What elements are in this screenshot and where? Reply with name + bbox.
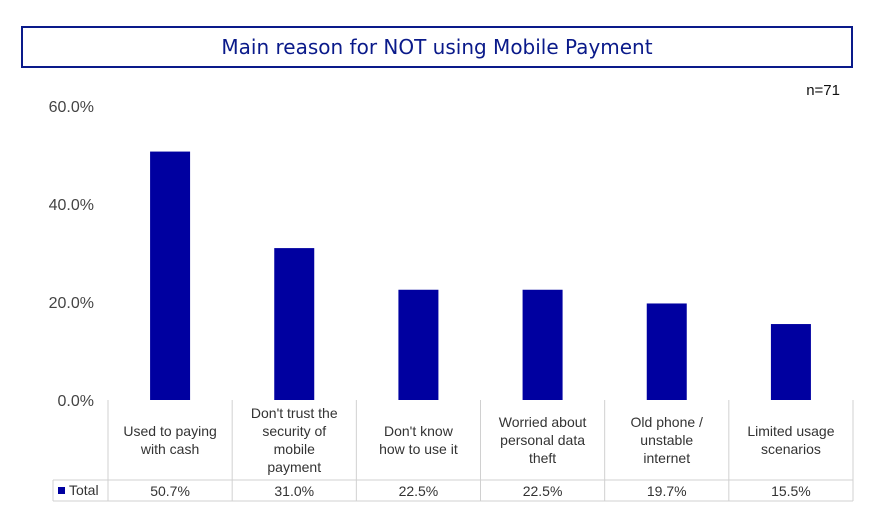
y-tick-label: 40.0% <box>49 197 94 214</box>
value-label: 22.5% <box>523 483 563 499</box>
value-label: 50.7% <box>150 483 190 499</box>
legend-series-name: Total <box>69 482 99 498</box>
category-label: Limited usage scenarios <box>747 423 834 457</box>
category-label: Old phone / unstable internet <box>631 414 703 466</box>
bar <box>770 324 811 400</box>
bars <box>150 151 811 400</box>
bar <box>274 248 315 400</box>
bar <box>398 289 439 400</box>
y-tick-label: 0.0% <box>58 393 94 410</box>
bar <box>522 289 563 400</box>
category-label: Don't trust the security of mobile payment <box>251 405 338 475</box>
y-tick-label: 20.0% <box>49 295 94 312</box>
y-tick-label: 60.0% <box>49 99 94 116</box>
legend-swatch <box>58 487 65 494</box>
chart-title: Main reason for NOT using Mobile Payment <box>221 35 653 59</box>
bar <box>646 303 687 400</box>
data-table: Used to paying with cash Don't trust the se… <box>52 400 854 502</box>
category-label: Don't know how to use it <box>379 423 458 457</box>
chart-title-box: Main reason for NOT using Mobile Payment <box>21 26 853 68</box>
bar <box>150 151 191 400</box>
category-label: Worried about personal data theft <box>499 414 587 466</box>
category-label: Used to paying with cash <box>123 423 216 457</box>
value-label: 15.5% <box>771 483 811 499</box>
value-label: 31.0% <box>274 483 314 499</box>
value-label: 19.7% <box>647 483 687 499</box>
y-axis: 0.0% 20.0% 40.0% 60.0% <box>49 99 94 410</box>
value-label: 22.5% <box>399 483 439 499</box>
sample-size-label: n=71 <box>806 82 840 99</box>
